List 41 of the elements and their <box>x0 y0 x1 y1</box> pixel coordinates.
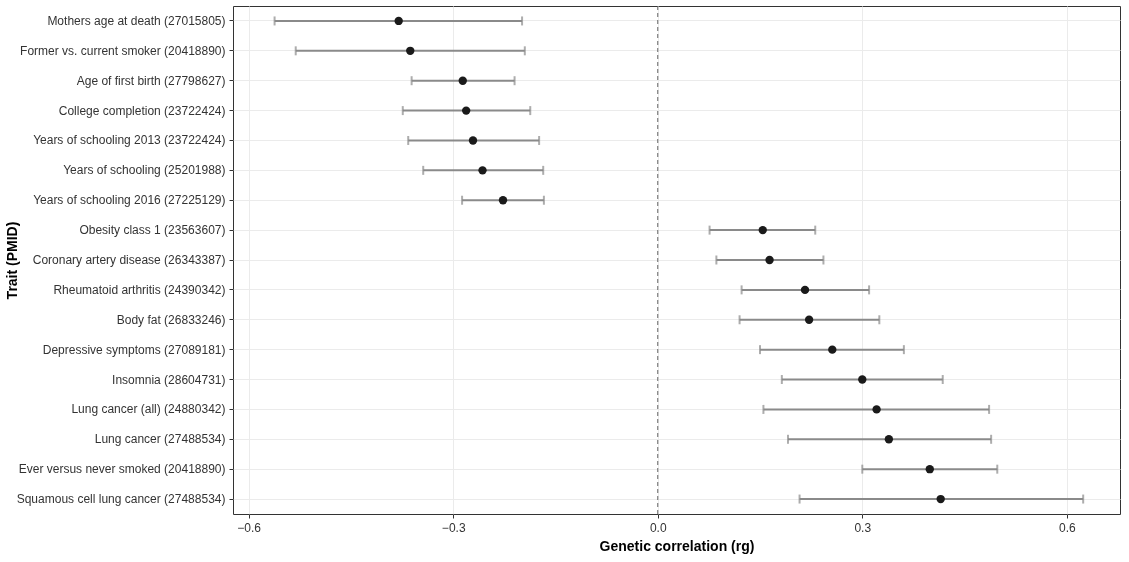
y-tick-label: Years of schooling 2016 (27225129) <box>33 193 226 208</box>
x-tick-label: −0.6 <box>237 520 262 535</box>
y-tick-label: Age of first birth (27798627) <box>76 73 226 88</box>
y-tick-label: Coronary artery disease (26343387) <box>32 253 226 267</box>
point <box>458 76 467 85</box>
point <box>758 225 767 235</box>
point <box>858 375 867 384</box>
x-tick-label: −0.3 <box>441 520 466 535</box>
point <box>468 136 478 145</box>
y-tick-label: Years of schooling 2013 (23722424) <box>33 133 226 148</box>
x-tick-label: 0.3 <box>854 520 872 535</box>
y-tick-label: Lung cancer (27488534) <box>94 432 226 447</box>
point <box>828 345 837 354</box>
y-tick-label: Rheumatoid arthritis (24390342) <box>53 282 226 297</box>
y-tick-label: Lung cancer (all) (24880342) <box>71 402 226 417</box>
x-tick-label: 0.6 <box>1058 520 1076 535</box>
y-axis-title: Trait (PMID) <box>3 221 20 300</box>
point <box>406 46 415 55</box>
point <box>765 255 774 265</box>
y-tick-label: College completion (23722424) <box>58 103 226 118</box>
y-tick-label: Body fat (26833246) <box>116 312 226 327</box>
point <box>872 405 881 414</box>
y-tick-label: Obesity class 1 (23563607) <box>79 223 226 238</box>
x-axis-title: Genetic correlation (rg) <box>599 537 755 554</box>
y-tick-label: Ever versus never smoked (20418890) <box>18 462 226 477</box>
point <box>478 166 487 175</box>
point <box>498 196 508 205</box>
point <box>461 106 471 115</box>
y-tick-label: Mothers age at death (27015805) <box>47 13 226 28</box>
point <box>925 465 934 474</box>
point <box>394 16 403 26</box>
point <box>800 285 810 295</box>
y-tick-label: Squamous cell lung cancer (27488534) <box>16 492 226 507</box>
y-tick-label: Depressive symptoms (27089181) <box>42 342 226 357</box>
point <box>804 315 814 324</box>
y-tick-label: Former vs. current smoker (20418890) <box>20 43 226 58</box>
point <box>884 435 894 444</box>
x-tick-label: 0.0 <box>649 520 667 535</box>
point <box>936 494 945 504</box>
y-tick-label: Insomnia (28604731) <box>112 372 226 387</box>
y-tick-label: Years of schooling (25201988) <box>63 163 226 178</box>
